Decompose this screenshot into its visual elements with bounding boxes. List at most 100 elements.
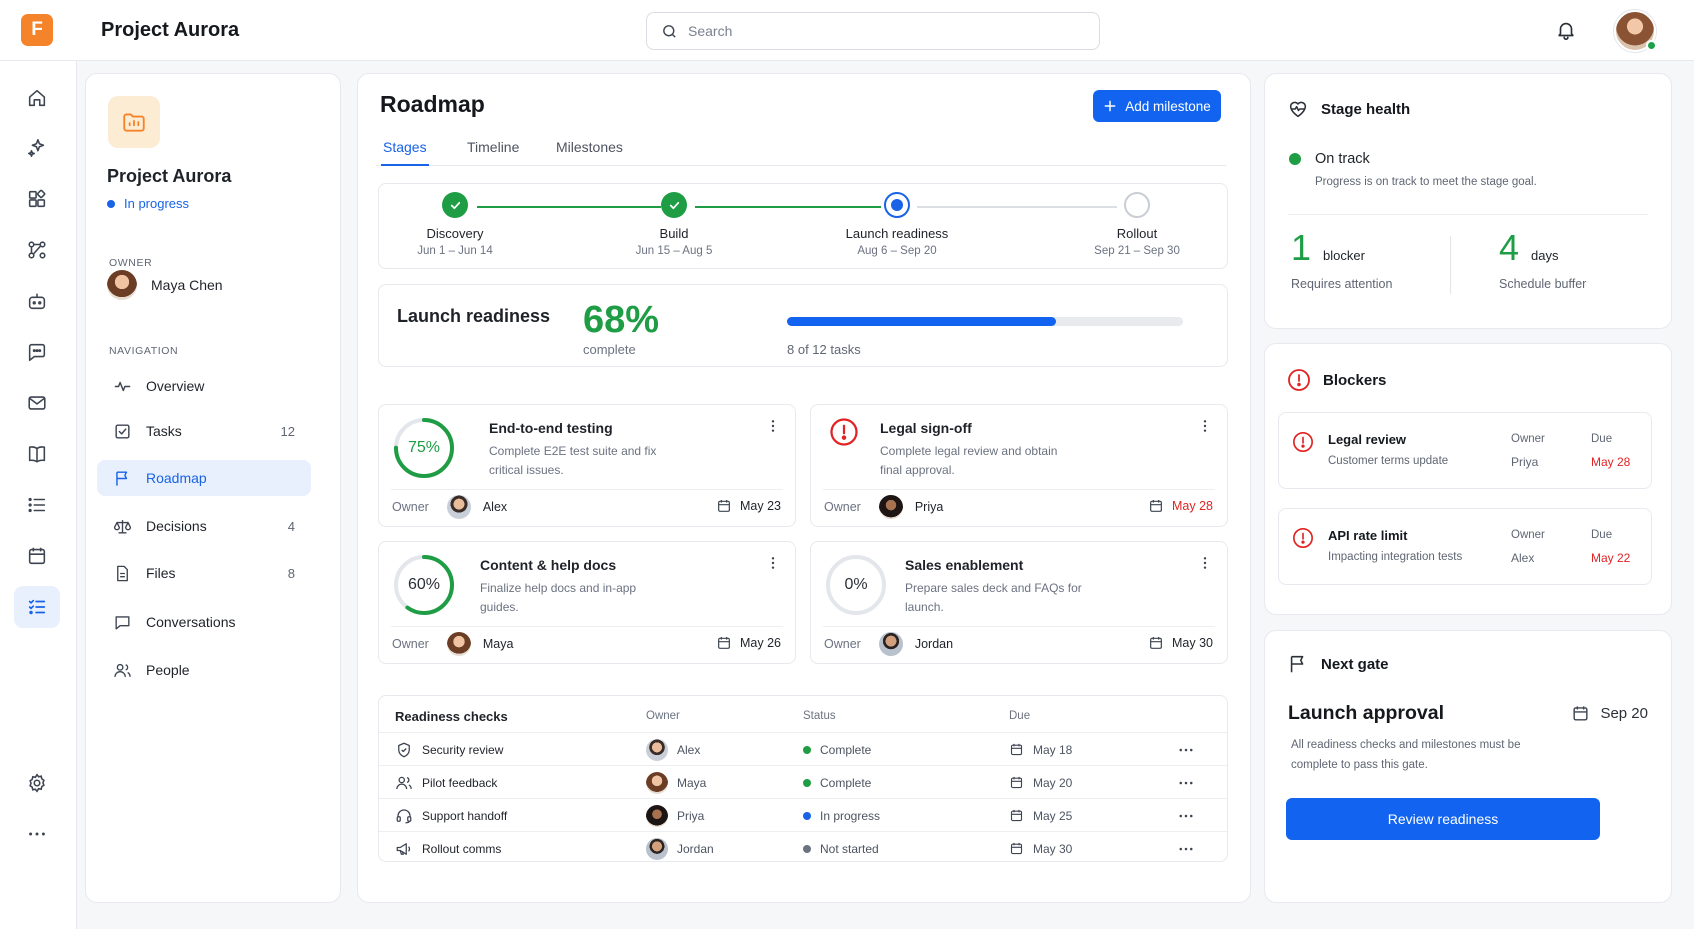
review-readiness-button[interactable]: Review readiness [1286, 798, 1600, 840]
milestone-description: Complete E2E test suite and fix critical… [489, 444, 657, 477]
blocker-card[interactable]: Legal review Customer terms update Owner… [1278, 412, 1652, 489]
sparkle-icon[interactable] [14, 127, 60, 169]
status-label: Complete [820, 742, 872, 757]
milestone-due: May 30 [1148, 635, 1213, 651]
blockers-title: Blockers [1287, 368, 1386, 392]
settings-icon[interactable] [14, 762, 60, 804]
owner-label: Owner [824, 500, 861, 514]
calendar-icon [716, 635, 732, 651]
stage-build[interactable]: Build Jun 15 – Aug 5 [604, 192, 744, 257]
avatar [878, 632, 903, 656]
calendar-icon [1148, 635, 1164, 651]
blocker-card[interactable]: API rate limit Impacting integration tes… [1278, 508, 1652, 585]
table-row[interactable]: Rollout comms Jordan Not started May 30 [379, 831, 1227, 864]
column-header-due: Due [1009, 710, 1031, 722]
add-milestone-button[interactable]: Add milestone [1093, 90, 1221, 122]
calendar-icon[interactable] [14, 535, 60, 577]
avatar [646, 738, 668, 761]
apps-icon[interactable] [14, 178, 60, 220]
mail-icon[interactable] [14, 382, 60, 424]
due-date: May 23 [740, 499, 781, 513]
blocker-metric: 1 blocker [1291, 227, 1365, 269]
stage-connector [477, 206, 661, 208]
stage-launch-readiness[interactable]: Launch readiness Aug 6 – Sep 20 [827, 192, 967, 257]
nav-item-roadmap[interactable]: Roadmap [97, 460, 311, 496]
chat-icon[interactable] [14, 331, 60, 373]
tab-stages[interactable]: Stages [381, 139, 429, 166]
nav-item-people[interactable]: People [97, 652, 311, 688]
status-label: Not started [820, 841, 879, 856]
owner-label: Owner [824, 637, 861, 651]
check-owner: Maya [646, 766, 706, 799]
milestone-card[interactable]: Legal sign-off Complete legal review and… [810, 404, 1228, 527]
user-avatar[interactable] [1614, 10, 1656, 52]
tab-timeline[interactable]: Timeline [467, 139, 520, 155]
check-owner: Jordan [646, 832, 714, 865]
checklist-icon[interactable] [14, 586, 60, 628]
table-row[interactable]: Security review Alex Complete May 18 [379, 732, 1227, 765]
stage-rollout[interactable]: Rollout Sep 21 – Sep 30 [1067, 192, 1207, 257]
divider [391, 489, 783, 490]
due-date: May 28 [1591, 455, 1631, 469]
nav-item-overview[interactable]: Overview [97, 368, 311, 404]
milestone-owner: Owner Maya [392, 632, 513, 656]
more-vertical-icon[interactable] [765, 554, 781, 572]
shield-icon [395, 741, 413, 759]
alert-icon [1292, 431, 1314, 453]
check-name-label: Rollout comms [422, 841, 502, 856]
more-horizontal-icon[interactable] [1177, 832, 1195, 865]
nav-item-decisions[interactable]: Decisions 4 [97, 508, 311, 544]
list-icon[interactable] [14, 484, 60, 526]
stage-name: Discovery [426, 226, 484, 241]
online-status-dot [1646, 40, 1657, 51]
more-vertical-icon[interactable] [1197, 554, 1213, 572]
bot-icon[interactable] [14, 280, 60, 322]
search-bar[interactable] [646, 12, 1100, 50]
blocker-description: Impacting integration tests [1328, 551, 1463, 563]
nav-item-tasks[interactable]: Tasks 12 [97, 413, 311, 449]
stage-dates: Sep 21 – Sep 30 [1094, 245, 1180, 257]
owner-name: Priya [914, 500, 944, 514]
gate-description: All readiness checks and milestones must… [1291, 739, 1521, 771]
table-row[interactable]: Support handoff Priya In progress May 25 [379, 798, 1227, 831]
stage-discovery[interactable]: Discovery Jun 1 – Jun 14 [385, 192, 525, 257]
milestone-due: May 26 [716, 635, 781, 651]
check-name-label: Security review [422, 742, 504, 757]
more-vertical-icon[interactable] [765, 417, 781, 435]
project-name: Project Aurora [107, 166, 232, 186]
more-horizontal-icon[interactable] [1177, 766, 1195, 799]
nav-item-files[interactable]: Files 8 [97, 555, 311, 591]
more-horizontal-icon[interactable] [1177, 733, 1195, 766]
home-icon[interactable] [14, 77, 60, 119]
project-owner[interactable]: Maya Chen [107, 270, 223, 300]
due-date: May 30 [1172, 636, 1213, 650]
book-icon[interactable] [14, 433, 60, 475]
app-logo[interactable]: F [21, 14, 53, 46]
nav-item-conversations[interactable]: Conversations [97, 604, 311, 640]
check-icon [442, 192, 468, 218]
milestone-card[interactable]: 75% End-to-end testing Complete E2E test… [378, 404, 796, 527]
more-horizontal-icon[interactable] [1177, 799, 1195, 832]
milestone-card[interactable]: 0% Sales enablement Prepare sales deck a… [810, 541, 1228, 664]
table-row[interactable]: Pilot feedback Maya Complete May 20 [379, 765, 1227, 798]
milestone-card[interactable]: 60% Content & help docs Finalize help do… [378, 541, 796, 664]
check-due: May 30 [1009, 832, 1072, 865]
bell-icon[interactable] [1555, 19, 1577, 41]
more-vertical-icon[interactable] [1197, 417, 1213, 435]
avatar [646, 804, 668, 827]
icon-rail [0, 61, 77, 929]
more-icon[interactable] [14, 813, 60, 855]
tab-milestones[interactable]: Milestones [556, 139, 623, 155]
milestone-due: May 23 [716, 498, 781, 514]
due-label: Due [1591, 433, 1613, 445]
workflow-icon[interactable] [14, 229, 60, 271]
avatar [646, 771, 668, 794]
check-status: Complete [803, 733, 871, 766]
stage-dates: Jun 15 – Aug 5 [635, 245, 713, 257]
search-input[interactable] [688, 23, 1068, 39]
next-gate-title: Next gate [1287, 653, 1389, 675]
nav-item-count: 4 [287, 518, 295, 534]
readiness-task-count: 8 of 12 tasks [787, 342, 861, 357]
nav-item-label: Decisions [146, 518, 207, 534]
roadmap-panel: Roadmap Add milestone Stages Timeline Mi… [357, 73, 1251, 903]
